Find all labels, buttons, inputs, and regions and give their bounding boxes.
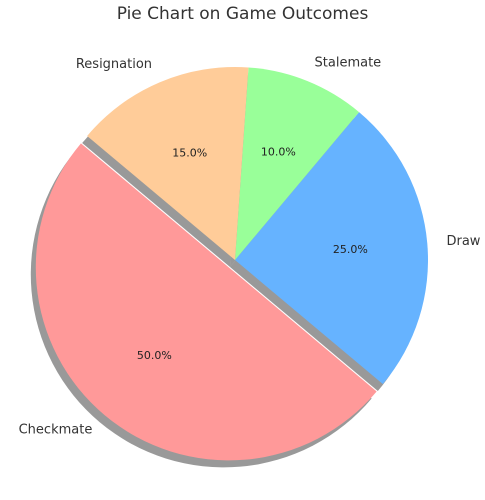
pie-slices <box>35 67 429 461</box>
pie-percent-stalemate: 10.0% <box>261 146 296 159</box>
pie-label-checkmate: Checkmate <box>19 423 93 438</box>
pie-label-resignation: Resignation <box>76 57 152 72</box>
pie-percent-draw: 25.0% <box>333 243 368 256</box>
pie-slice-checkmate <box>35 143 377 461</box>
pie-slice-stalemate <box>235 67 360 260</box>
pie-slice-resignation <box>87 67 249 260</box>
pie-label-stalemate: Stalemate <box>315 56 382 71</box>
chart-title: Pie Chart on Game Outcomes <box>116 4 369 24</box>
pie-labels: Checkmate 50.0% Draw 25.0% Stalemate 10.0% Res… <box>19 56 481 438</box>
pie-label-draw: Draw <box>446 234 480 249</box>
pie-percent-resignation: 15.0% <box>172 146 207 159</box>
pie-slice-draw <box>235 112 429 385</box>
pie-percent-checkmate: 50.0% <box>137 349 172 362</box>
